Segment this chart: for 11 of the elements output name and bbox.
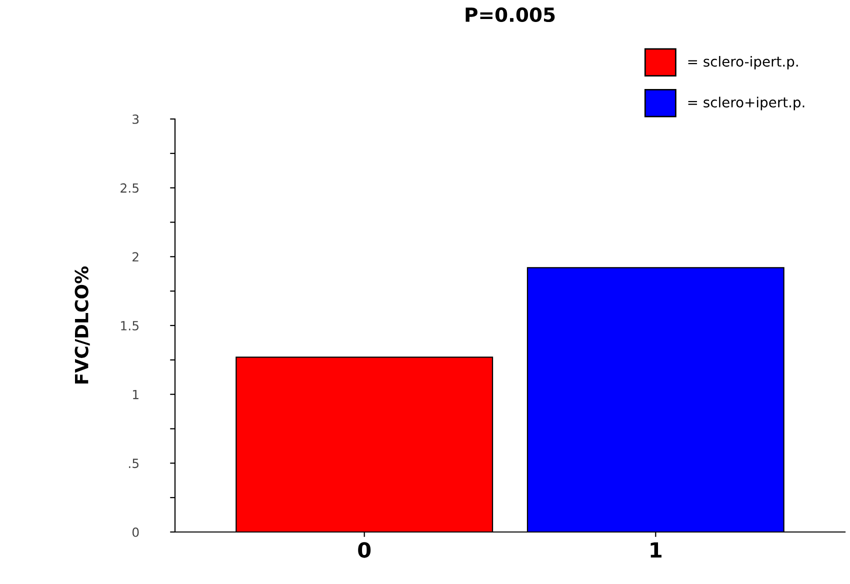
y-tick-label: 1.5 [121, 321, 138, 330]
legend-label: = sclero+ipert.p. [688, 96, 804, 110]
y-axis-title: FVC/DLCO% [74, 266, 90, 384]
y-tick-label: 2 [132, 252, 138, 262]
y-tick-label: 0 [132, 527, 139, 537]
chart-title: P=0.005 [466, 7, 555, 22]
y-tick-label: 3 [132, 114, 139, 124]
legend-label: = sclero-ipert.p. [688, 56, 798, 70]
y-tick-label: 1 [133, 390, 138, 400]
y-tick-label: .5 [128, 458, 138, 468]
y-tick-label: 2.5 [120, 183, 138, 193]
